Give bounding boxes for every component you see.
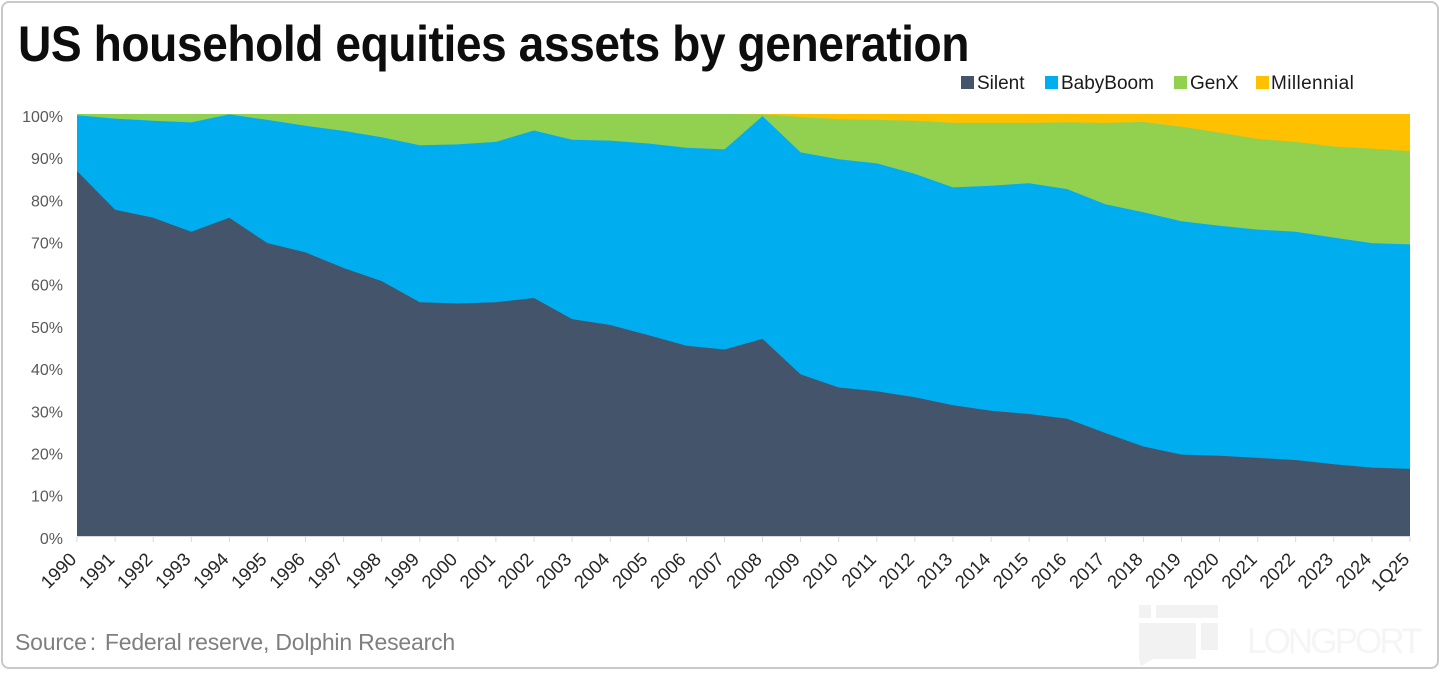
svg-text:100%: 100% — [22, 109, 63, 126]
svg-text:2003: 2003 — [531, 548, 575, 592]
svg-text:1992: 1992 — [113, 548, 157, 592]
svg-text:0%: 0% — [40, 531, 63, 548]
svg-text:2019: 2019 — [1141, 548, 1185, 592]
svg-text:1998: 1998 — [341, 548, 385, 592]
svg-text:2023: 2023 — [1293, 548, 1337, 592]
svg-text:2000: 2000 — [417, 548, 461, 592]
svg-text:60%: 60% — [31, 278, 63, 295]
svg-text:1996: 1996 — [265, 548, 309, 592]
svg-text:2010: 2010 — [798, 548, 842, 592]
svg-text:80%: 80% — [31, 193, 63, 210]
svg-text:2009: 2009 — [760, 548, 804, 592]
svg-text:1999: 1999 — [379, 548, 423, 592]
svg-text:1994: 1994 — [189, 548, 233, 592]
svg-text:1997: 1997 — [303, 548, 347, 592]
svg-text:BabyBoom: BabyBoom — [1061, 73, 1154, 94]
svg-text:30%: 30% — [31, 404, 63, 421]
svg-text:2013: 2013 — [912, 548, 956, 592]
svg-text:20%: 20% — [31, 447, 63, 464]
svg-text:2014: 2014 — [950, 548, 994, 592]
svg-text:1Q25: 1Q25 — [1366, 548, 1413, 595]
svg-text:10%: 10% — [31, 489, 63, 506]
svg-text:2017: 2017 — [1065, 548, 1109, 592]
svg-text:2001: 2001 — [455, 548, 499, 592]
svg-text:2007: 2007 — [684, 548, 728, 592]
svg-text:2024: 2024 — [1331, 548, 1375, 592]
svg-text:2020: 2020 — [1179, 548, 1223, 592]
svg-text:2006: 2006 — [646, 548, 690, 592]
svg-text:Millennial: Millennial — [1271, 73, 1354, 94]
svg-text:Silent: Silent — [977, 73, 1025, 94]
svg-text:2022: 2022 — [1255, 548, 1299, 592]
svg-text:2008: 2008 — [722, 548, 766, 592]
svg-text:40%: 40% — [31, 362, 63, 379]
svg-text:GenX: GenX — [1190, 73, 1239, 94]
svg-text:1990: 1990 — [36, 548, 80, 592]
svg-text:70%: 70% — [31, 236, 63, 253]
svg-text:2015: 2015 — [988, 548, 1032, 592]
svg-text:LONGPORT: LONGPORT — [1247, 622, 1422, 661]
svg-text:2021: 2021 — [1217, 548, 1261, 592]
svg-text:1993: 1993 — [151, 548, 195, 592]
svg-text:2012: 2012 — [874, 548, 918, 592]
svg-text:50%: 50% — [31, 320, 63, 337]
svg-text:2004: 2004 — [570, 548, 614, 592]
svg-text:2005: 2005 — [608, 548, 652, 592]
svg-text:1991: 1991 — [74, 548, 118, 592]
svg-text:2016: 2016 — [1027, 548, 1071, 592]
svg-text:90%: 90% — [31, 151, 63, 168]
svg-text:2018: 2018 — [1103, 548, 1147, 592]
svg-text:2002: 2002 — [493, 548, 537, 592]
svg-text:2011: 2011 — [837, 548, 880, 591]
svg-text:1995: 1995 — [227, 548, 271, 592]
